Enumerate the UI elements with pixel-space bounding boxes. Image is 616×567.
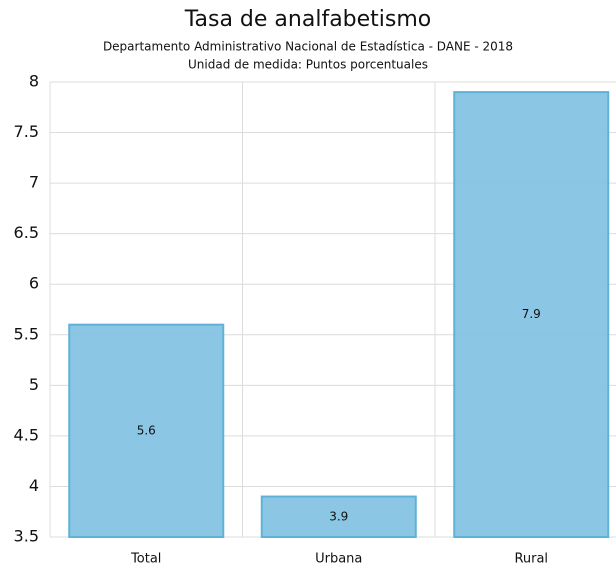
value-label: 7.9 <box>522 307 541 321</box>
y-tick-label: 7 <box>29 173 39 192</box>
y-tick-label: 6 <box>29 274 39 293</box>
y-tick-label: 5 <box>29 375 39 394</box>
x-tick-label: Rural <box>514 552 548 567</box>
y-tick-label: 4 <box>29 476 39 495</box>
bar <box>453 91 610 538</box>
bar <box>68 323 225 538</box>
y-tick-label: 7.5 <box>14 122 39 141</box>
y-tick-label: 6.5 <box>14 223 39 242</box>
chart-subtitle: Departamento Administrativo Nacional de … <box>103 40 513 54</box>
chart-subtitle: Unidad de medida: Puntos porcentuales <box>188 58 428 72</box>
value-label: 5.6 <box>137 423 156 437</box>
x-tick-label: Urbana <box>315 552 362 567</box>
bar <box>260 495 417 538</box>
y-tick-label: 8 <box>29 72 39 91</box>
chart-title: Tasa de analfabetismo <box>184 7 432 32</box>
y-tick-label: 5.5 <box>14 324 39 343</box>
x-tick-label: Total <box>130 552 161 567</box>
value-label: 3.9 <box>329 509 348 523</box>
y-tick-label: 3.5 <box>14 527 39 546</box>
y-tick-label: 4.5 <box>14 425 39 444</box>
